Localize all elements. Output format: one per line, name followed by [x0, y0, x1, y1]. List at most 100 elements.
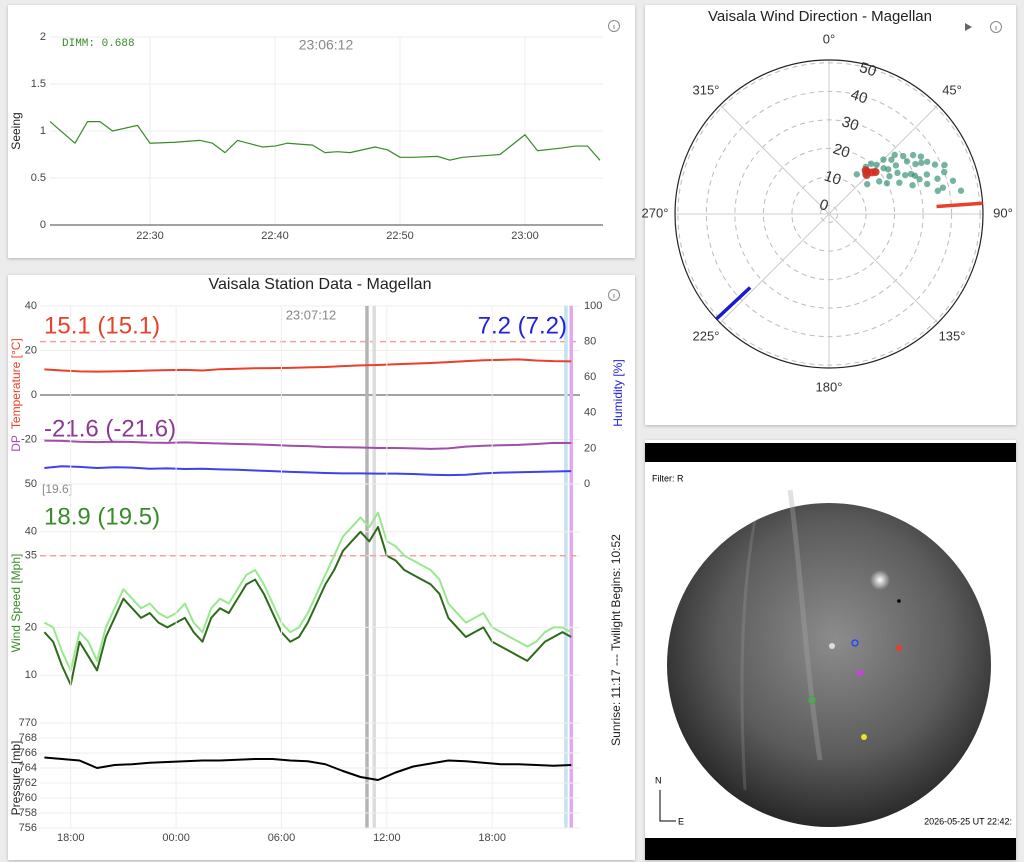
- annotation: 23:06:12: [299, 37, 354, 53]
- theta-tick-label: 0°: [823, 31, 835, 46]
- y-tick-label: 1: [40, 125, 46, 137]
- bright-star: [870, 570, 890, 590]
- r-tick-label: 20: [831, 140, 852, 161]
- y2-tick-label: 80: [584, 336, 596, 348]
- data-point: [917, 153, 925, 160]
- data-line: [44, 465, 572, 477]
- sky-image: [667, 503, 991, 827]
- compass-east: E: [678, 816, 684, 826]
- data-point: [923, 171, 931, 178]
- grid-spoke: [828, 213, 939, 324]
- x-tick-label: 23:00: [511, 230, 539, 242]
- compass-north: N: [655, 775, 662, 785]
- x-tick-label: 18:00: [57, 832, 85, 844]
- data-line: [44, 358, 572, 373]
- data-point: [941, 161, 948, 169]
- theta-tick-label: 315°: [693, 82, 720, 97]
- theta-tick-label: 225°: [693, 328, 720, 343]
- data-point: [896, 179, 903, 186]
- r-tick-label: 50: [857, 59, 878, 80]
- data-point: [899, 152, 907, 160]
- data-point: [861, 166, 870, 175]
- direction-marker: [715, 286, 752, 321]
- camera-top-bar: [645, 443, 1016, 462]
- data-point: [941, 168, 948, 176]
- annotation: 23:07:12: [286, 307, 337, 322]
- y-tick-label: 760: [19, 792, 37, 804]
- y2-tick-label: 0: [584, 478, 590, 490]
- annotation: -21.6 (-21.6): [44, 415, 176, 442]
- data-point: [886, 173, 893, 180]
- data-point: [934, 175, 941, 182]
- y-tick-label: 10: [25, 669, 37, 681]
- y2-tick-label: 40: [584, 407, 596, 419]
- data-point: [909, 151, 917, 159]
- data-point: [924, 158, 931, 165]
- target-marker: [829, 643, 835, 649]
- theta-tick-label: 270°: [642, 205, 669, 220]
- data-point: [888, 156, 895, 163]
- axis-title-part: Seeing: [9, 112, 23, 149]
- polar-frame: [674, 59, 984, 369]
- y-tick-label: 0.5: [31, 172, 46, 184]
- y2-tick-label: 100: [584, 300, 602, 312]
- y-tick-label: 764: [19, 762, 37, 774]
- grid-spoke: [719, 104, 830, 215]
- y-tick-label: 0: [40, 219, 46, 231]
- theta-tick-label: 90°: [993, 205, 1013, 220]
- data-point: [864, 180, 871, 188]
- y-axis-title: Seeing: [9, 112, 23, 149]
- y-tick-label: 20: [25, 344, 37, 356]
- y-tick-label: 758: [19, 807, 37, 819]
- x-tick-label: 12:00: [373, 832, 401, 844]
- data-point: [892, 162, 900, 169]
- data-point: [880, 156, 887, 163]
- chart-title: Vaisala Station Data - Magellan: [209, 276, 432, 293]
- y-tick-label: 20: [25, 621, 37, 633]
- x-tick-label: 18:00: [478, 832, 506, 844]
- info-icon[interactable]: [990, 21, 1002, 33]
- play-button[interactable]: [965, 23, 972, 31]
- annotation: 7.2 (7.2): [478, 312, 567, 339]
- y2-tick-label: 60: [584, 371, 596, 383]
- target-marker: [895, 644, 903, 652]
- data-point: [949, 177, 957, 184]
- annotation: DIMM: 0.688: [62, 38, 135, 50]
- axis-title-part: DP: [9, 435, 23, 452]
- cloud-streak: [740, 519, 757, 791]
- y-tick-label: 770: [19, 717, 37, 729]
- chart-title: Vaisala Wind Direction - Magellan: [708, 8, 932, 25]
- x-tick-label: 22:50: [386, 230, 414, 242]
- y-tick-label: 35: [25, 550, 37, 562]
- r-tick-label: 30: [840, 113, 861, 134]
- data-point: [871, 168, 880, 177]
- data-point: [931, 161, 939, 168]
- data-point: [909, 182, 916, 189]
- y-tick-label: 2: [40, 31, 46, 43]
- y2-tick-label: 20: [584, 442, 596, 454]
- target-marker: [856, 669, 864, 677]
- data-line: [44, 756, 572, 781]
- y-tick-label: 766: [19, 747, 37, 759]
- data-point: [885, 166, 892, 173]
- data-point: [902, 171, 909, 179]
- data-point: [876, 178, 883, 185]
- data-point: [853, 171, 861, 178]
- x-tick-label: 06:00: [268, 832, 296, 844]
- y-tick-label: 762: [19, 777, 37, 789]
- x-tick-label: 00:00: [162, 832, 190, 844]
- data-point: [867, 160, 875, 167]
- station-panel: [8, 275, 635, 860]
- data-point: [894, 169, 901, 177]
- info-icon[interactable]: [608, 289, 620, 301]
- data-point: [923, 180, 931, 188]
- x-tick-label: 22:30: [136, 230, 164, 242]
- target-marker: [807, 695, 817, 705]
- info-icon[interactable]: [608, 20, 620, 32]
- y-axis-title: Wind Speed [Mph]: [9, 554, 23, 653]
- data-point: [912, 160, 919, 168]
- y-tick-label: 768: [19, 732, 37, 744]
- data-point: [907, 170, 915, 178]
- theta-tick-label: 45°: [942, 82, 962, 97]
